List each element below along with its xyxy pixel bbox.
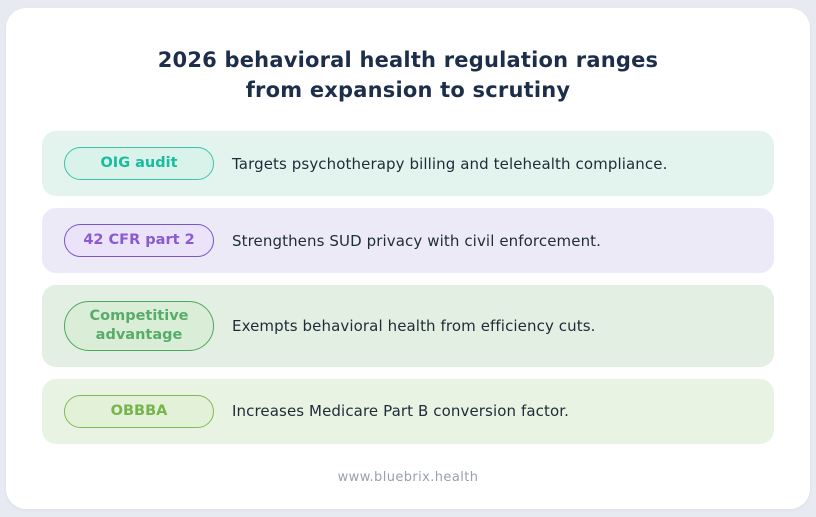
regulation-description: Strengthens SUD privacy with civil enfor… — [232, 231, 602, 250]
regulation-description: Exempts behavioral health from efficienc… — [232, 316, 596, 335]
regulation-row-oig-audit: OIG audit Targets psychotherapy billing … — [42, 131, 774, 196]
infographic-card: 2026 behavioral health regulation ranges… — [6, 8, 810, 509]
badge-label: Competitive advantage — [89, 308, 189, 343]
website-url: www.bluebrix.health — [337, 469, 479, 485]
badge-oig-audit: OIG audit — [64, 147, 214, 180]
page-title-line-1: 2026 behavioral health regulation ranges — [157, 48, 659, 72]
regulation-description: Targets psychotherapy billing and telehe… — [232, 154, 668, 173]
badge-label: 42 CFR part 2 — [83, 232, 195, 249]
page-title: 2026 behavioral health regulation ranges… — [6, 45, 810, 105]
regulation-description: Increases Medicare Part B conversion fac… — [232, 402, 570, 421]
badge-label: OIG audit — [100, 155, 178, 172]
regulation-row-42-cfr-part-2: 42 CFR part 2 Strengthens SUD privacy wi… — [42, 208, 774, 273]
regulation-list: OIG audit Targets psychotherapy billing … — [42, 131, 774, 444]
badge-label: OBBBA — [110, 402, 168, 419]
badge-obbba: OBBBA — [64, 394, 214, 428]
page-title-line-2: from expansion to scrutiny — [245, 78, 571, 102]
badge-42-cfr-part-2: 42 CFR part 2 — [64, 224, 214, 257]
badge-competitive-advantage: Competitive advantage — [64, 301, 214, 351]
regulation-row-obbba: OBBBA Increases Medicare Part B conversi… — [42, 378, 774, 444]
regulation-row-competitive-advantage: Competitive advantage Exempts behavioral… — [42, 285, 774, 367]
